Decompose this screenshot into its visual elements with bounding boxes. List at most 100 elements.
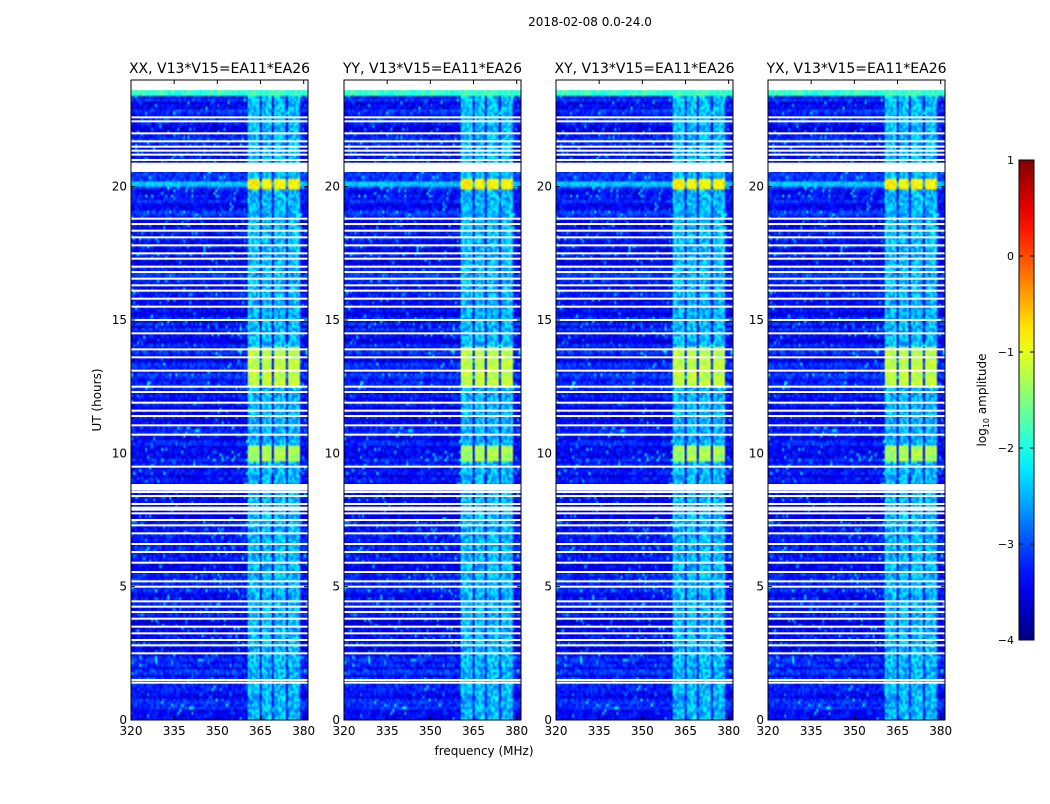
flagged-row [556, 652, 733, 655]
panel-frame [555, 79, 734, 721]
flagged-row [768, 424, 945, 427]
flagged-row [768, 652, 945, 655]
flagged-row [344, 120, 521, 123]
heatmap-yx [768, 80, 945, 720]
flagged-row [768, 348, 945, 351]
flagged-row [556, 632, 733, 635]
flagged-row [344, 145, 521, 148]
panel-xx: XX, V13*V15=EA11*EA26 320 335 350 365 380 0 5 10… [112, 61, 315, 738]
flagged-row [556, 348, 733, 351]
flagged-row [344, 244, 521, 247]
y-tick-label: 5 [332, 580, 340, 594]
flagged-row [556, 532, 733, 535]
flagged-row [344, 132, 521, 135]
flagged-row [131, 385, 308, 388]
flagged-row [768, 332, 945, 335]
panel-frame [767, 79, 946, 721]
flagged-row [556, 679, 733, 681]
flagged-row [131, 297, 308, 300]
panel-yy: YY, V13*V15=EA11*EA26 320 335 350 365 380 0 5 10… [325, 61, 528, 738]
flagged-row [556, 319, 733, 321]
flagged-row [556, 223, 733, 225]
flagged-row [768, 532, 945, 535]
flagged-row [131, 369, 308, 372]
flagged-block [344, 484, 521, 491]
flagged-row [556, 289, 733, 292]
colorbar-tick-label: 0 [1007, 250, 1014, 263]
flagged-row [768, 271, 945, 273]
flagged-row [131, 600, 308, 603]
x-tick-label: 350 [206, 724, 229, 738]
flagged-row [344, 543, 521, 545]
heatmap-yy [344, 80, 521, 720]
flagged-row [556, 385, 733, 388]
flagged-row [131, 229, 308, 232]
flagged-row [556, 277, 733, 280]
flagged-row [768, 140, 945, 143]
x-tick-label: 335 [800, 724, 823, 738]
flagged-block [131, 506, 308, 511]
panel-frame [130, 79, 309, 721]
panel-title: YY, V13*V15=EA11*EA26 [342, 61, 522, 77]
x-tick-label: 380 [929, 724, 952, 738]
flagged-row [556, 571, 733, 573]
flagged-row [768, 145, 945, 148]
flagged-row [344, 571, 521, 573]
flagged-row [768, 223, 945, 225]
flagged-row [556, 519, 733, 521]
flagged-row [768, 644, 945, 647]
y-tick-label: 10 [749, 446, 764, 460]
x-tick-label: 365 [674, 724, 697, 738]
flagged-row [556, 265, 733, 268]
flagged-row [768, 159, 945, 161]
flagged-row [131, 116, 308, 119]
flagged-row [344, 271, 521, 273]
flagged-row [131, 611, 308, 613]
y-tick-label: 10 [537, 446, 552, 460]
flagged-row [768, 369, 945, 372]
flagged-row [344, 116, 521, 119]
x-tick-label: 335 [588, 724, 611, 738]
y-tick-label: 5 [119, 580, 127, 594]
x-tick-label: 335 [163, 724, 186, 738]
heatmap-xx [131, 80, 308, 720]
flagged-row [556, 145, 733, 148]
flagged-row [131, 120, 308, 123]
flagged-row [556, 580, 733, 583]
y-tick-label: 5 [756, 580, 764, 594]
no-data-region [131, 80, 308, 91]
flagged-row [131, 681, 308, 684]
x-tick-label: 320 [757, 724, 780, 738]
flagged-row [556, 561, 733, 564]
colorbar-label: log10 amplitude [975, 354, 991, 447]
flagged-row [768, 297, 945, 300]
flagged-row [131, 551, 308, 553]
flagged-row [768, 385, 945, 388]
flagged-row [344, 561, 521, 564]
chart-title: 2018-02-08 0.0-24.0 [528, 15, 652, 29]
flagged-row [344, 223, 521, 225]
flagged-row [556, 639, 733, 641]
x-tick-label: 350 [419, 724, 442, 738]
x-tick-label: 320 [545, 724, 568, 738]
flagged-row [556, 433, 733, 436]
x-tick-label: 350 [843, 724, 866, 738]
no-data-region [768, 80, 945, 91]
colorbar-tick-label: 1 [1007, 154, 1014, 167]
flagged-row [556, 465, 733, 468]
flagged-row [556, 611, 733, 613]
flagged-row [344, 580, 521, 583]
flagged-row [344, 217, 521, 220]
flagged-row [768, 611, 945, 613]
flagged-row [344, 140, 521, 143]
flagged-block [131, 484, 308, 491]
flagged-row [344, 401, 521, 404]
flagged-block [768, 162, 945, 172]
flagged-block [556, 162, 733, 172]
flagged-row [768, 512, 945, 515]
colorbar-tick-label: −2 [998, 442, 1014, 455]
flagged-row [556, 332, 733, 335]
flagged-row [556, 244, 733, 247]
flagged-row [768, 149, 945, 152]
